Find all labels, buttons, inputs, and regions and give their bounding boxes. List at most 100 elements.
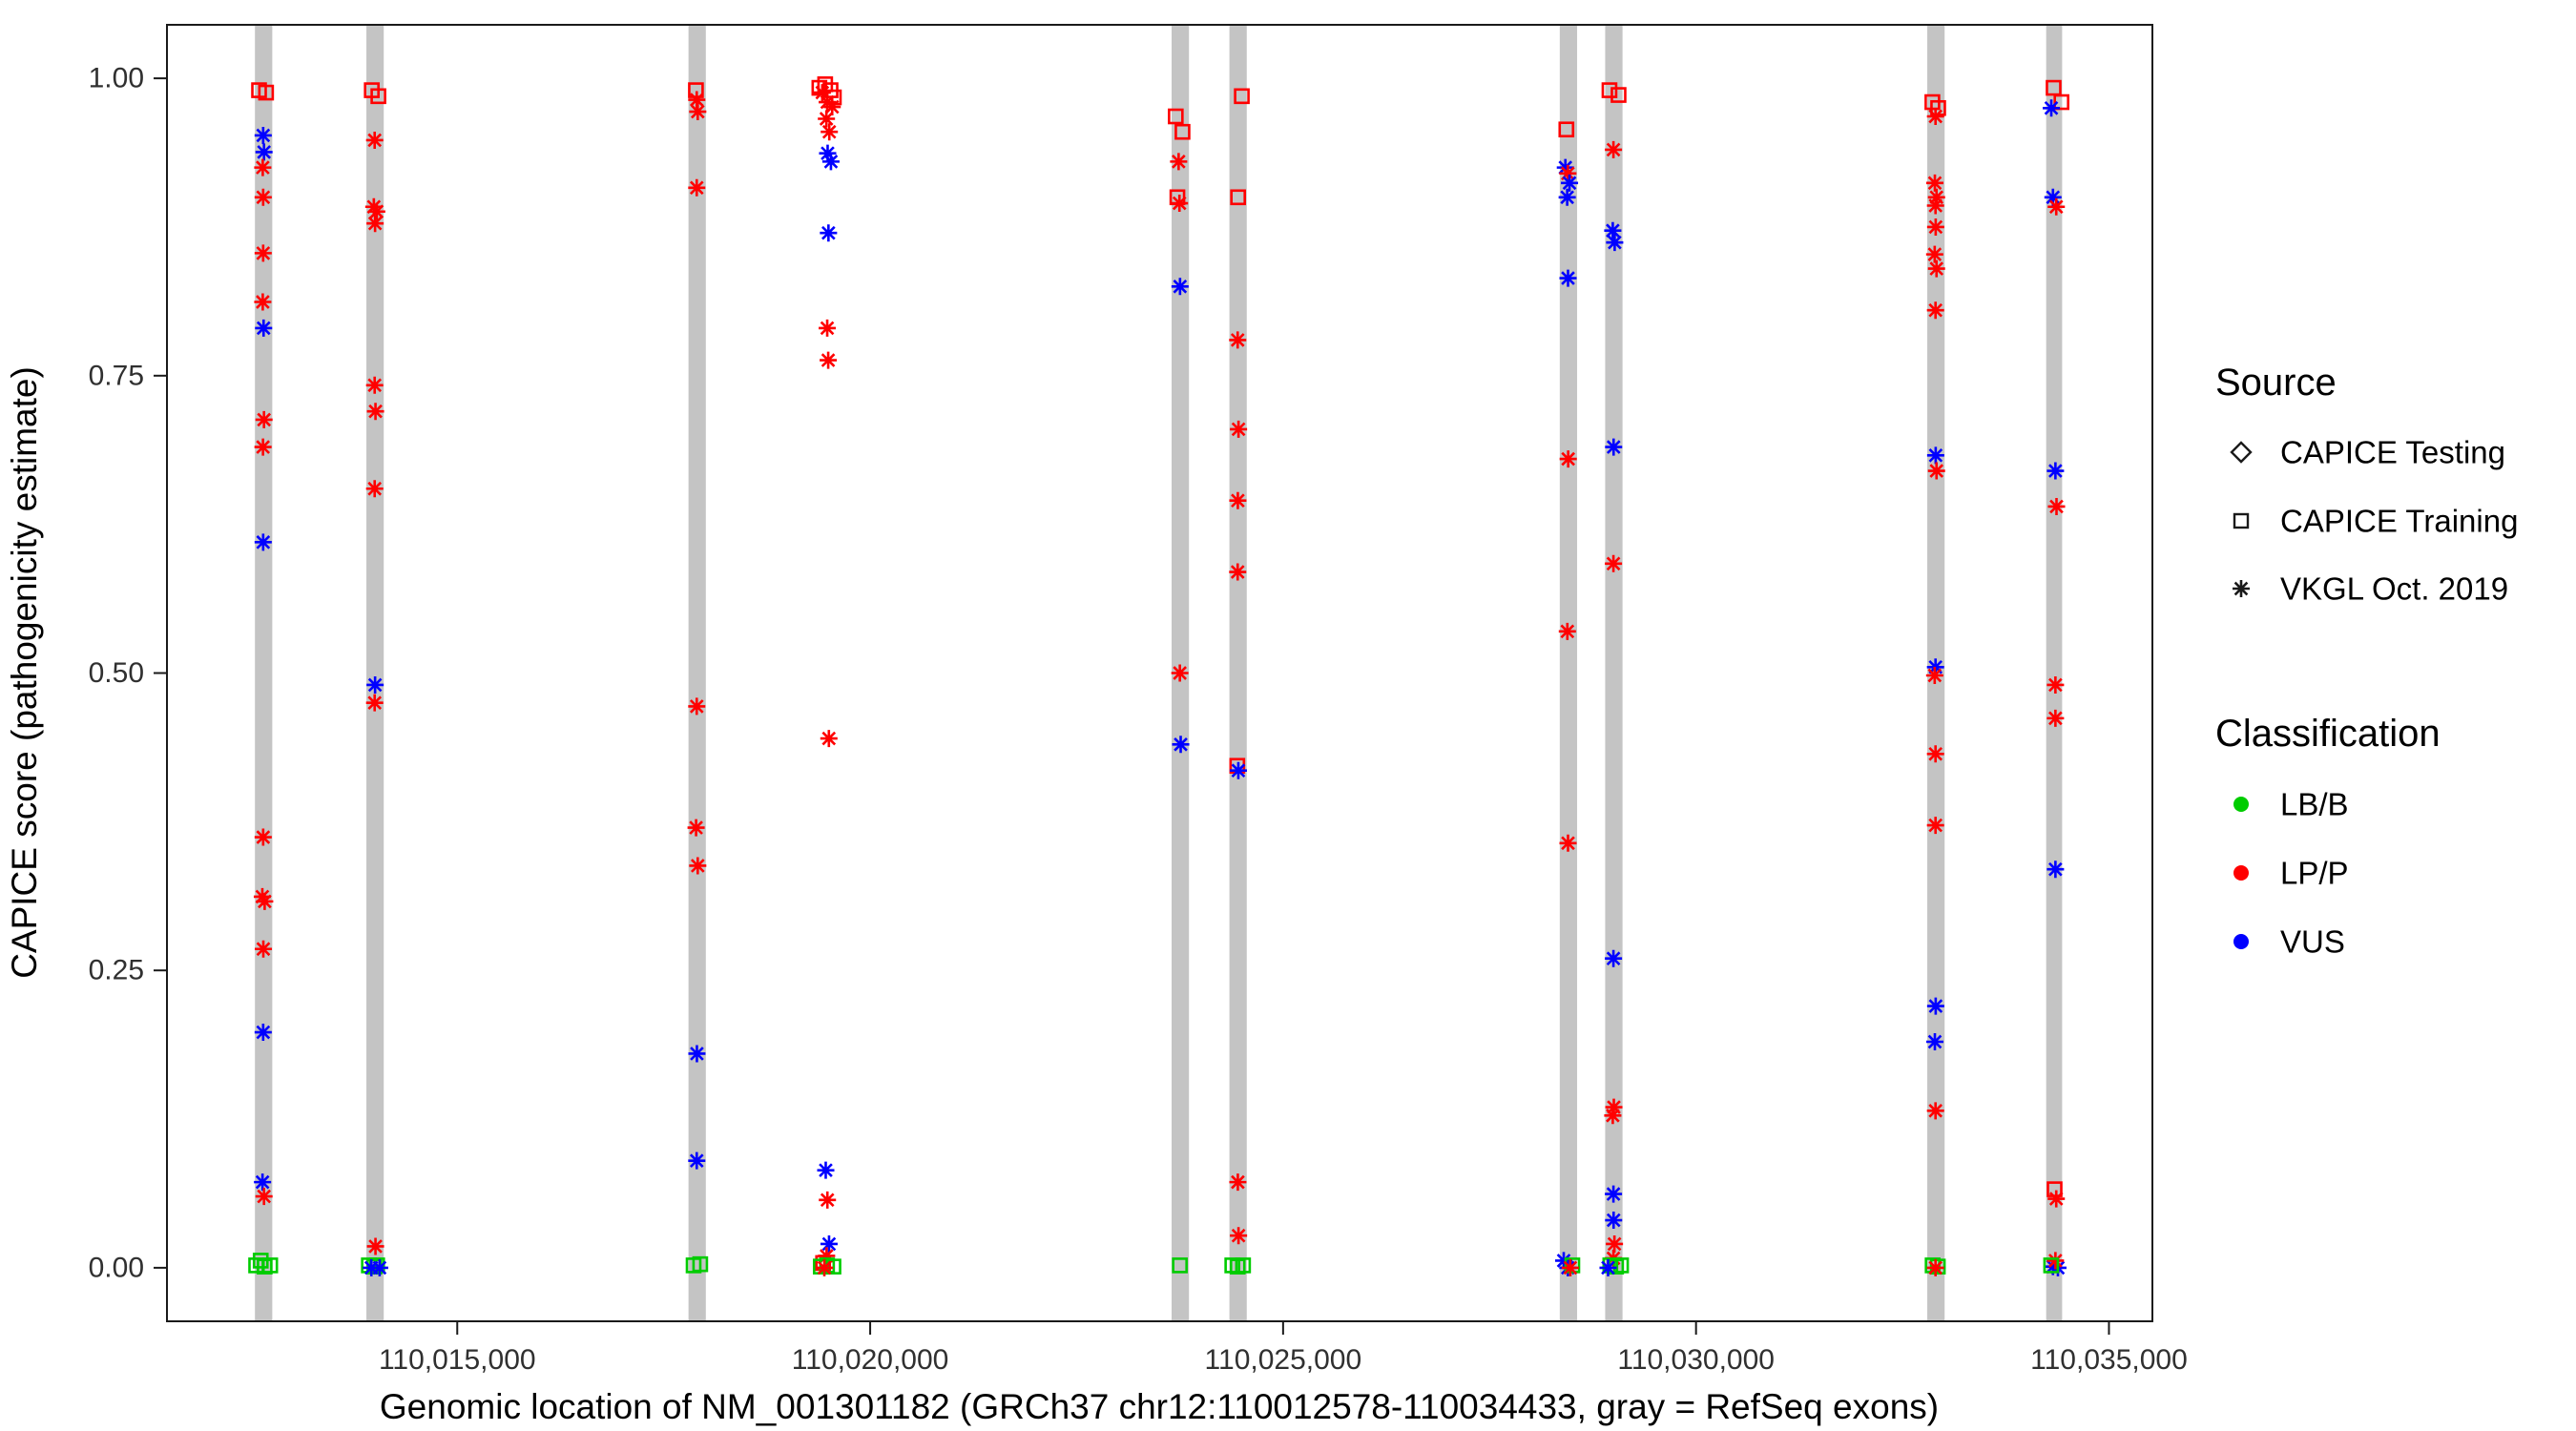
- data-point-asterisk: [1599, 1258, 1617, 1276]
- data-point-asterisk: [255, 940, 273, 958]
- data-point-asterisk: [366, 675, 384, 694]
- data-point-asterisk: [1605, 1212, 1623, 1230]
- data-point-asterisk: [2046, 709, 2065, 727]
- data-point-square: [1558, 121, 1575, 138]
- data-point-asterisk: [1605, 140, 1623, 158]
- data-point-asterisk: [820, 730, 838, 748]
- data-point-asterisk: [254, 244, 272, 262]
- data-point-asterisk: [1926, 745, 1944, 763]
- data-point-square: [1174, 123, 1191, 140]
- x-tick-label: 110,035,000: [2030, 1344, 2188, 1376]
- data-point-asterisk: [1926, 817, 1944, 835]
- data-point-asterisk: [255, 143, 273, 161]
- data-point-asterisk: [817, 1161, 835, 1179]
- data-point-asterisk: [1230, 1227, 1248, 1245]
- data-point-asterisk: [1559, 269, 1577, 287]
- data-point-asterisk: [1926, 197, 1944, 215]
- exon-bar: [1605, 25, 1623, 1321]
- data-point-asterisk: [366, 215, 384, 233]
- exon-layer: [255, 25, 2063, 1321]
- data-point-asterisk: [365, 694, 384, 712]
- data-point-asterisk: [364, 197, 383, 216]
- data-point-square: [1601, 82, 1618, 98]
- data-point-asterisk: [255, 1188, 273, 1206]
- legend-item-vus: VUS: [2280, 924, 2345, 960]
- data-point-asterisk: [688, 697, 706, 716]
- data-point-asterisk: [1229, 1173, 1247, 1192]
- data-point-asterisk: [820, 351, 838, 369]
- data-point-asterisk: [689, 103, 707, 121]
- data-point-asterisk: [1926, 301, 1944, 320]
- data-point-asterisk: [366, 1237, 384, 1255]
- y-tick-label: 0.25: [89, 955, 144, 986]
- data-point-asterisk: [256, 892, 274, 910]
- exon-bar: [366, 25, 384, 1321]
- data-point-asterisk: [255, 319, 273, 337]
- axis-layer: 110,015,000 110,020,000 110,025,000 110,030…: [89, 24, 2188, 1376]
- lbb-dot-icon: [2233, 797, 2249, 812]
- data-point-asterisk: [254, 533, 272, 551]
- data-point-asterisk: [1558, 622, 1576, 640]
- exon-bar: [688, 25, 706, 1321]
- data-point-asterisk: [1559, 164, 1577, 182]
- lpp-dot-icon: [2233, 865, 2249, 881]
- data-point-asterisk: [2046, 1252, 2065, 1270]
- data-point-asterisk: [1604, 1107, 1622, 1125]
- data-point-asterisk: [1925, 666, 1943, 684]
- data-point-square: [1564, 1257, 1581, 1274]
- data-point-square: [261, 1257, 279, 1274]
- data-point-square: [1612, 1257, 1630, 1274]
- data-point-square: [1610, 87, 1627, 103]
- data-point-asterisk: [366, 403, 384, 421]
- data-point-square: [692, 1255, 709, 1273]
- y-axis-title: CAPICE score (pathogenicity estimate): [5, 366, 44, 979]
- legend-item-lpp: LP/P: [2280, 856, 2349, 891]
- data-point-asterisk: [1555, 1252, 1572, 1270]
- data-point-asterisk: [254, 188, 272, 206]
- data-point-asterisk: [2044, 188, 2062, 206]
- data-point-asterisk: [818, 110, 836, 128]
- data-point-square: [370, 88, 386, 105]
- x-axis-title: Genomic location of NM_001301182 (GRCh37…: [380, 1387, 1939, 1426]
- x-tick-label: 110,025,000: [1205, 1344, 1362, 1376]
- legend-classification-title: Classification: [2215, 713, 2441, 755]
- data-point-asterisk: [365, 480, 384, 498]
- x-tick-label: 110,015,000: [379, 1344, 536, 1376]
- data-point-asterisk: [1925, 245, 1943, 263]
- data-point-asterisk: [1605, 438, 1623, 456]
- data-point-asterisk: [1606, 1234, 1624, 1253]
- data-point-asterisk: [823, 98, 841, 116]
- legend-source-title: Source: [2215, 362, 2337, 404]
- data-point-asterisk: [688, 178, 706, 197]
- data-point-asterisk: [1927, 259, 1945, 278]
- data-point-asterisk: [1171, 278, 1189, 296]
- data-point-asterisk: [254, 1024, 272, 1042]
- data-point-asterisk: [820, 1234, 838, 1253]
- data-point-asterisk: [1171, 195, 1189, 213]
- x-tick-label: 110,020,000: [792, 1344, 949, 1376]
- legend-item-capice-testing: CAPICE Testing: [2280, 435, 2505, 470]
- exon-bar: [1229, 25, 1247, 1321]
- diamond-icon: [2230, 441, 2253, 464]
- data-point-asterisk: [819, 144, 837, 162]
- data-point-asterisk: [1926, 446, 1944, 465]
- panel-border: [166, 24, 2153, 1322]
- y-tick-label: 1.00: [89, 63, 144, 94]
- legend-item-vkgl: VKGL Oct. 2019: [2280, 571, 2508, 607]
- data-point-square: [258, 84, 275, 101]
- exon-bar: [2046, 25, 2063, 1321]
- data-point-asterisk: [1605, 554, 1623, 572]
- data-point-asterisk: [255, 410, 273, 428]
- data-point-asterisk: [1606, 234, 1624, 252]
- data-point-asterisk: [1926, 218, 1944, 236]
- data-point-asterisk: [2046, 675, 2065, 694]
- data-point-asterisk: [689, 857, 707, 875]
- data-point-asterisk: [1926, 997, 1944, 1015]
- data-point-asterisk: [1559, 450, 1577, 468]
- data-point-asterisk: [1605, 949, 1623, 967]
- data-point-asterisk: [1229, 491, 1247, 509]
- legend-classification: Classification LB/B LP/P VUS: [2215, 713, 2441, 960]
- data-point-asterisk: [1604, 221, 1622, 239]
- data-point-asterisk: [2046, 462, 2065, 480]
